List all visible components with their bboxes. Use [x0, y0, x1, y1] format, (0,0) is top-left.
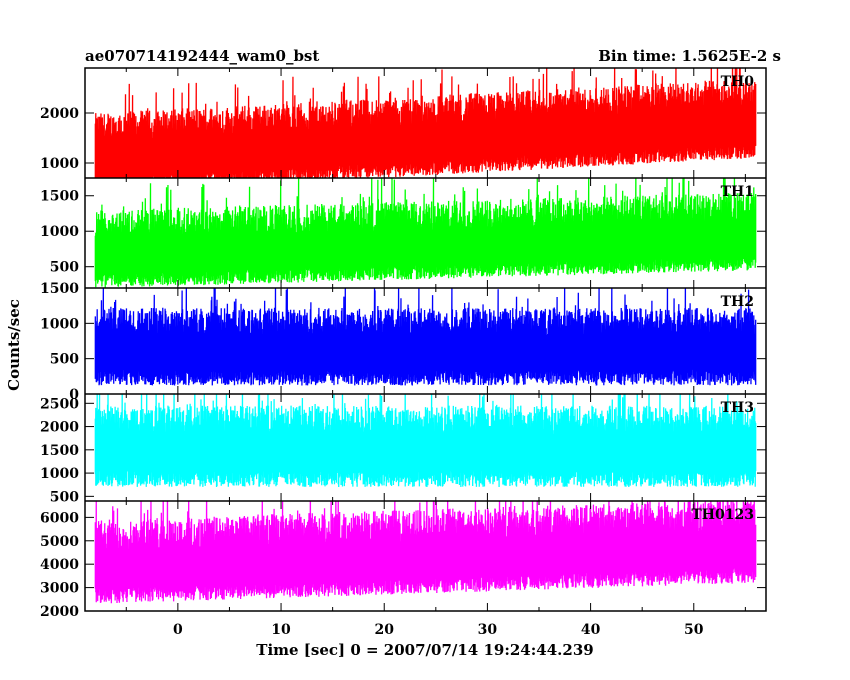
y-tick-label: 1000: [40, 156, 79, 172]
y-tick-label: 1500: [40, 281, 79, 297]
x-axis-label: Time [sec] 0 = 2007/07/14 19:24:44.239: [256, 641, 593, 659]
panel-label-th1: TH1: [721, 184, 754, 200]
series-th1: [94, 178, 757, 288]
y-tick-label: 4000: [40, 557, 79, 573]
chart-title-right: Bin time: 1.5625E-2 s: [598, 47, 781, 65]
chart-title-left: ae070714192444_wam0_bst: [85, 47, 319, 65]
y-tick-label: 5000: [40, 534, 79, 550]
y-tick-label: 1000: [40, 466, 79, 482]
series-th0: [94, 68, 757, 178]
series-th3: [94, 394, 757, 488]
y-tick-label: 500: [50, 260, 79, 276]
panel-th0123: 2000 3000 4000 5000 6000 TH0123: [40, 500, 766, 620]
y-tick-label: 1500: [40, 443, 79, 459]
y-tick-label: 500: [50, 352, 79, 368]
x-tick-label: 0: [173, 622, 183, 638]
y-tick-label: 3000: [40, 581, 79, 597]
x-tick-label: 50: [684, 622, 704, 638]
panel-th2: 0 500 1000 1500 TH2: [40, 281, 766, 403]
y-tick-label: 2500: [40, 396, 79, 412]
y-tick-label: 2000: [40, 420, 79, 436]
x-tick-label: 10: [271, 622, 291, 638]
x-tick-label: 30: [478, 622, 498, 638]
y-tick-label: 0: [69, 387, 79, 403]
y-tick-label: 500: [50, 489, 79, 505]
series-th0123: [94, 501, 757, 604]
x-tick-label: 20: [374, 622, 394, 638]
panel-label-th3: TH3: [721, 400, 754, 416]
x-tick-label: 40: [581, 622, 601, 638]
panel-label-th0123: TH0123: [691, 507, 754, 523]
y-tick-label: 1000: [40, 224, 79, 240]
series-th2: [94, 288, 757, 386]
panel-th0: 1000 2000 TH0: [40, 68, 766, 178]
y-tick-label: 1000: [40, 316, 79, 332]
plot-frame: [84, 67, 767, 612]
y-tick-label: 2000: [40, 106, 79, 122]
panel-th1: 500 1000 1500 TH1: [40, 177, 766, 288]
y-tick-label: 1500: [40, 189, 79, 205]
panel-th3: 500 1000 1500 2000 2500 TH3: [40, 393, 766, 505]
panel-label-th0: TH0: [721, 74, 755, 90]
y-axis-label: Counts/sec: [5, 299, 23, 391]
y-tick-label: 2000: [40, 604, 79, 620]
panel-label-th2: TH2: [721, 294, 754, 310]
y-tick-label: 6000: [40, 510, 79, 526]
